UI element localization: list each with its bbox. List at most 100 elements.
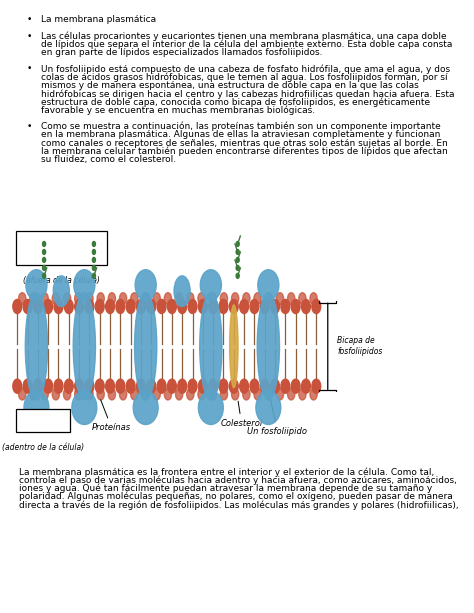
Ellipse shape [133,391,158,425]
Text: •: • [27,15,32,25]
Circle shape [243,389,250,400]
Text: directa a través de la región de fosfoliipidos. Las moléculas más grandes y pola: directa a través de la región de fosfoli… [19,500,459,509]
Circle shape [64,389,71,400]
Ellipse shape [199,391,223,425]
Circle shape [153,389,160,400]
Circle shape [85,379,94,394]
Circle shape [30,389,37,400]
Circle shape [175,293,183,305]
Circle shape [54,300,63,314]
Circle shape [209,379,218,394]
Text: Las células procariontes y eucariontes tienen una membrana plasmática, una capa : Las células procariontes y eucariontes t… [41,32,447,41]
Circle shape [119,293,127,305]
Circle shape [23,379,32,394]
Ellipse shape [258,270,279,300]
Circle shape [164,389,172,400]
Ellipse shape [135,270,156,300]
Circle shape [236,273,239,278]
Circle shape [199,379,207,394]
Text: controla el paso de varias moléculas hacia adentro y hacia afuera, como azúcares: controla el paso de varias moléculas hac… [19,476,457,485]
Circle shape [250,379,259,394]
Circle shape [231,389,239,400]
Ellipse shape [25,293,47,400]
Text: Un fosfoliipido está compuesto de una cabeza de fosfato hidrófila, que ama el ag: Un fosfoliipido está compuesto de una ca… [41,64,450,74]
Text: la membrana celular también pueden encontrarse diferentes tipos de lípidos que a: la membrana celular también pueden encon… [41,147,448,156]
Circle shape [142,389,149,400]
Ellipse shape [229,305,238,388]
Circle shape [92,273,95,278]
Circle shape [188,300,197,314]
Text: La membrana plasmática es la frontera entre el interior y el exterior de la célu: La membrana plasmática es la frontera en… [19,467,434,476]
Circle shape [276,389,283,400]
Circle shape [291,300,300,314]
Circle shape [312,300,321,314]
Circle shape [44,300,53,314]
Circle shape [153,293,160,305]
Circle shape [271,379,280,394]
Circle shape [86,293,93,305]
Ellipse shape [257,293,280,400]
Circle shape [108,389,116,400]
Text: (afuera de la célula): (afuera de la célula) [23,276,100,285]
Circle shape [54,379,63,394]
Circle shape [147,300,155,314]
Circle shape [254,293,261,305]
Text: •: • [27,32,32,40]
Circle shape [74,293,82,305]
Text: estructura de doble capa, conocida como bicapa de fosfoliipidos, es energéticame: estructura de doble capa, conocida como … [41,97,430,107]
Text: Bicapa de
fosfoliipidos: Bicapa de fosfoliipidos [337,337,383,356]
Circle shape [188,379,197,394]
Circle shape [229,300,238,314]
Circle shape [126,379,135,394]
Circle shape [209,293,216,305]
Circle shape [74,389,82,400]
Circle shape [116,300,125,314]
Circle shape [43,265,46,270]
Circle shape [92,257,95,262]
Circle shape [175,389,183,400]
FancyBboxPatch shape [16,231,107,265]
Circle shape [95,300,104,314]
Circle shape [41,389,48,400]
Circle shape [43,249,46,254]
Circle shape [97,293,104,305]
Circle shape [219,379,228,394]
Circle shape [265,389,273,400]
FancyBboxPatch shape [16,409,70,432]
Circle shape [52,293,60,305]
Circle shape [95,379,104,394]
Circle shape [301,379,310,394]
Circle shape [301,300,310,314]
Circle shape [178,300,187,314]
Circle shape [209,300,218,314]
Text: ESPACIO
EXTRACELULAR: ESPACIO EXTRACELULAR [27,238,96,258]
Circle shape [18,389,26,400]
Text: Colesterol: Colesterol [220,401,263,428]
Circle shape [312,379,321,394]
Circle shape [209,389,216,400]
Circle shape [137,300,146,314]
Circle shape [236,257,239,262]
Circle shape [52,389,60,400]
Circle shape [137,379,146,394]
Circle shape [34,300,42,314]
Text: Proteínas: Proteínas [92,400,131,432]
Text: colas de ácidos grasos hidrófobicas, que le temen al agua. Los fosfoliipidos for: colas de ácidos grasos hidrófobicas, que… [41,73,448,82]
Ellipse shape [53,276,69,306]
Circle shape [147,379,155,394]
Text: Un fosfoliipido: Un fosfoliipido [247,392,307,436]
Circle shape [108,293,116,305]
Circle shape [281,300,290,314]
Text: en la membrana plasmática. Algunas de ellas la atraviesan completamente y funcio: en la membrana plasmática. Algunas de el… [41,131,441,139]
Circle shape [187,389,194,400]
Circle shape [64,293,71,305]
Circle shape [64,300,73,314]
Circle shape [142,293,149,305]
Circle shape [288,389,295,400]
Ellipse shape [26,270,47,300]
Circle shape [41,293,48,305]
Circle shape [265,293,273,305]
Circle shape [231,293,239,305]
Circle shape [64,379,73,394]
Circle shape [92,265,95,270]
